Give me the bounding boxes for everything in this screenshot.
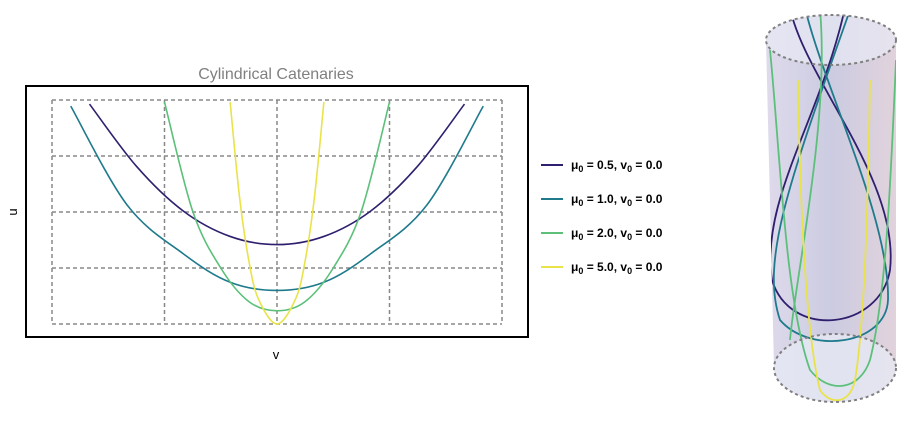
legend-label-2: μ0 = 2.0, v0 = 0.0 xyxy=(571,226,663,242)
cylinder-curve-2 xyxy=(769,49,896,387)
cylinder-curve-0 xyxy=(769,15,892,322)
cylinder-curve-3 xyxy=(789,15,823,341)
cylinder-bottom-rim xyxy=(773,333,897,403)
plot-frame xyxy=(25,85,529,338)
cylinder-curve-1 xyxy=(772,15,889,342)
catenary-chart: Cylindrical Catenaries v u μ0 = 0.5, v0 … xyxy=(5,66,663,362)
x-axis-label: v xyxy=(273,347,280,362)
cylinder-top-cap xyxy=(766,15,896,65)
series-layer xyxy=(70,101,484,325)
chart-legend: μ0 = 0.5, v0 = 0.0 μ0 = 1.0, v0 = 0.0 μ0 =… xyxy=(541,158,663,276)
cylinder-top-rim xyxy=(765,14,897,66)
series-line-3 xyxy=(229,101,325,325)
series-line-2 xyxy=(163,101,391,312)
cylinder-3d-plot xyxy=(765,14,897,403)
series-line-1 xyxy=(70,105,484,292)
y-axis-label: u xyxy=(5,208,20,215)
cylinder-curve-4 xyxy=(797,79,871,401)
legend-label-3: μ0 = 5.0, v0 = 0.0 xyxy=(571,260,663,276)
series-line-0 xyxy=(88,103,466,246)
chart-title: Cylindrical Catenaries xyxy=(198,66,354,83)
legend-label-0: μ0 = 0.5, v0 = 0.0 xyxy=(571,158,663,174)
cylinder-curves xyxy=(769,15,896,401)
legend-label-1: μ0 = 1.0, v0 = 0.0 xyxy=(571,192,663,208)
